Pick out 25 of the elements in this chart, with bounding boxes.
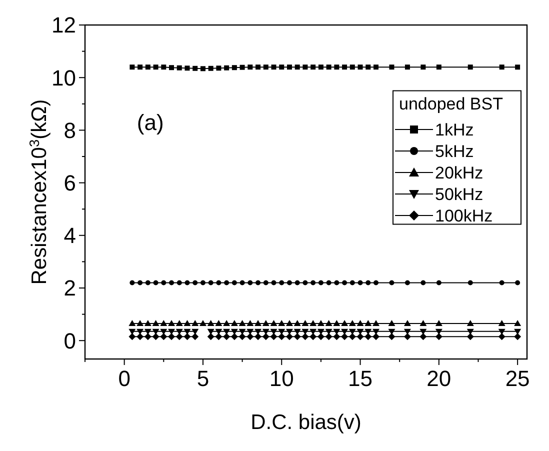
legend-label: 20kHz [435,163,484,182]
x-tick-label: 25 [505,366,530,391]
x-tick-label: 0 [118,366,130,391]
y-tick-label: 10 [52,65,76,90]
x-tick-label: 15 [348,366,373,391]
legend-label: 5kHz [435,142,474,161]
legend-label: 100kHz [435,206,493,226]
x-tick-label: 20 [426,366,452,391]
point [515,64,520,70]
legend-label: 1kHz [435,120,474,140]
point [128,320,136,326]
point [514,320,522,326]
annotation: (a) [136,110,164,136]
y-tick-label: 0 [64,328,76,354]
y-tick-label: 4 [64,223,76,248]
y-tick-label: 2 [64,276,76,301]
x-tick-label: 5 [196,366,210,391]
y-tick-label: 6 [64,170,76,196]
point [130,64,135,70]
y-tick-label: 12 [52,12,76,38]
y-tick-label: 8 [64,118,76,143]
legend-label: 50kHz [435,184,484,204]
x-axis-title: D.C. bias(v) [250,411,362,434]
x-tick-label: 10 [269,366,294,391]
legend-title: undoped BST [399,94,503,114]
